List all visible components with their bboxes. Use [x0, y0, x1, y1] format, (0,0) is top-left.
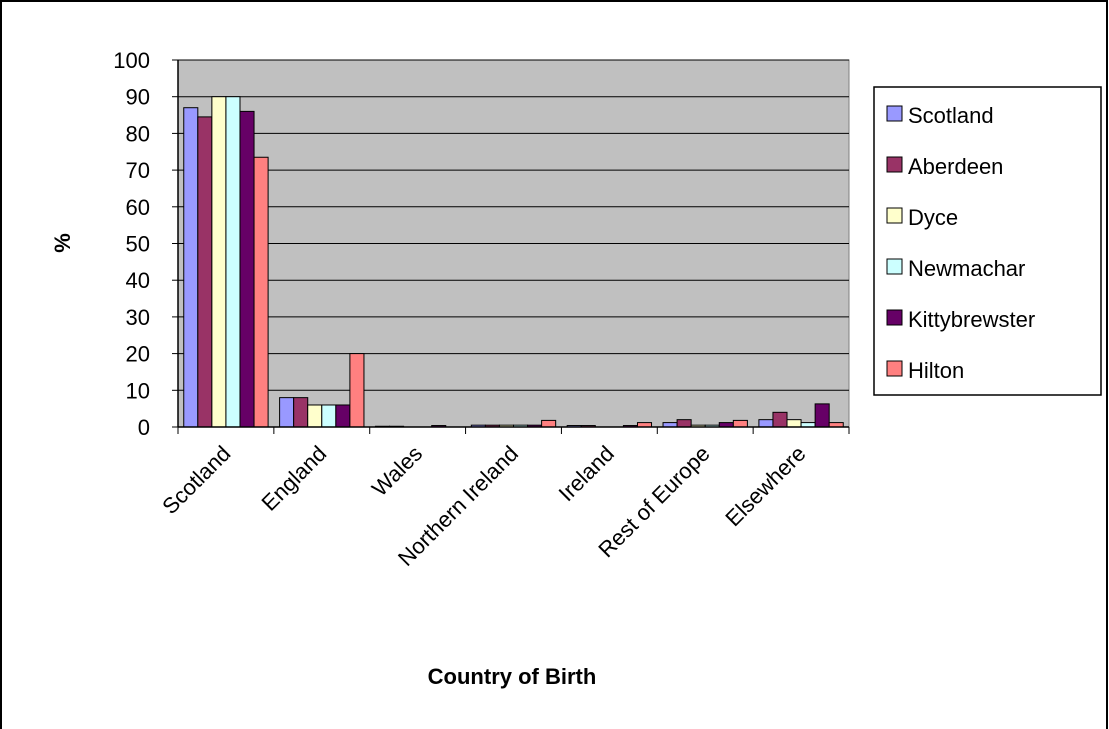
legend-box: [873, 86, 1102, 396]
bar: [772, 411, 788, 428]
x-axis-title: Country of Birth: [428, 664, 597, 689]
legend: Scotland Aberdeen Dyce Newmachar Kittybrewst…: [873, 86, 1102, 396]
y-tick-label: 50: [126, 232, 150, 257]
bar: [335, 404, 351, 428]
bar: [279, 397, 295, 428]
y-tick-label: 20: [126, 342, 150, 367]
legend-swatch: [886, 207, 903, 224]
legend-swatch: [886, 360, 903, 377]
bar: [307, 404, 323, 428]
y-tick-label: 30: [126, 305, 150, 330]
legend-label: Aberdeen: [908, 154, 1003, 179]
y-axis-title: %: [50, 233, 75, 253]
legend-label: Hilton: [908, 358, 964, 383]
y-tick-label: 40: [126, 268, 150, 293]
y-tick-label: 90: [126, 85, 150, 110]
y-tick-label: 60: [126, 195, 150, 220]
y-tick-label: 80: [126, 121, 150, 146]
legend-swatch: [886, 156, 903, 173]
legend-label: Kittybrewster: [908, 307, 1035, 332]
bar: [293, 397, 309, 428]
bar: [758, 419, 774, 428]
legend-swatch: [886, 309, 903, 326]
y-tick-label: 100: [113, 48, 150, 73]
gridlines: [178, 59, 849, 391]
bar: [225, 96, 241, 428]
y-tick-label: 10: [126, 378, 150, 403]
bar: [321, 404, 337, 428]
legend-label: Scotland: [908, 103, 994, 128]
bar: [676, 419, 692, 428]
bar: [349, 353, 365, 428]
bar: [814, 403, 830, 428]
y-axis: 0 10 20 30 40 50 60 70 80 90 100: [113, 48, 179, 440]
bar: [541, 419, 557, 428]
bar: [183, 107, 199, 428]
bars: [183, 96, 844, 428]
bar: [211, 96, 227, 428]
bar: [239, 110, 255, 428]
bar: [197, 116, 213, 428]
legend-label: Newmachar: [908, 256, 1025, 281]
legend-label: Dyce: [908, 205, 958, 230]
legend-swatch: [886, 105, 903, 122]
y-tick-label: 0: [138, 415, 150, 440]
bar: [732, 419, 748, 428]
bar: [253, 156, 269, 428]
y-tick-label: 70: [126, 158, 150, 183]
bar: [786, 419, 802, 428]
legend-swatch: [886, 258, 903, 275]
